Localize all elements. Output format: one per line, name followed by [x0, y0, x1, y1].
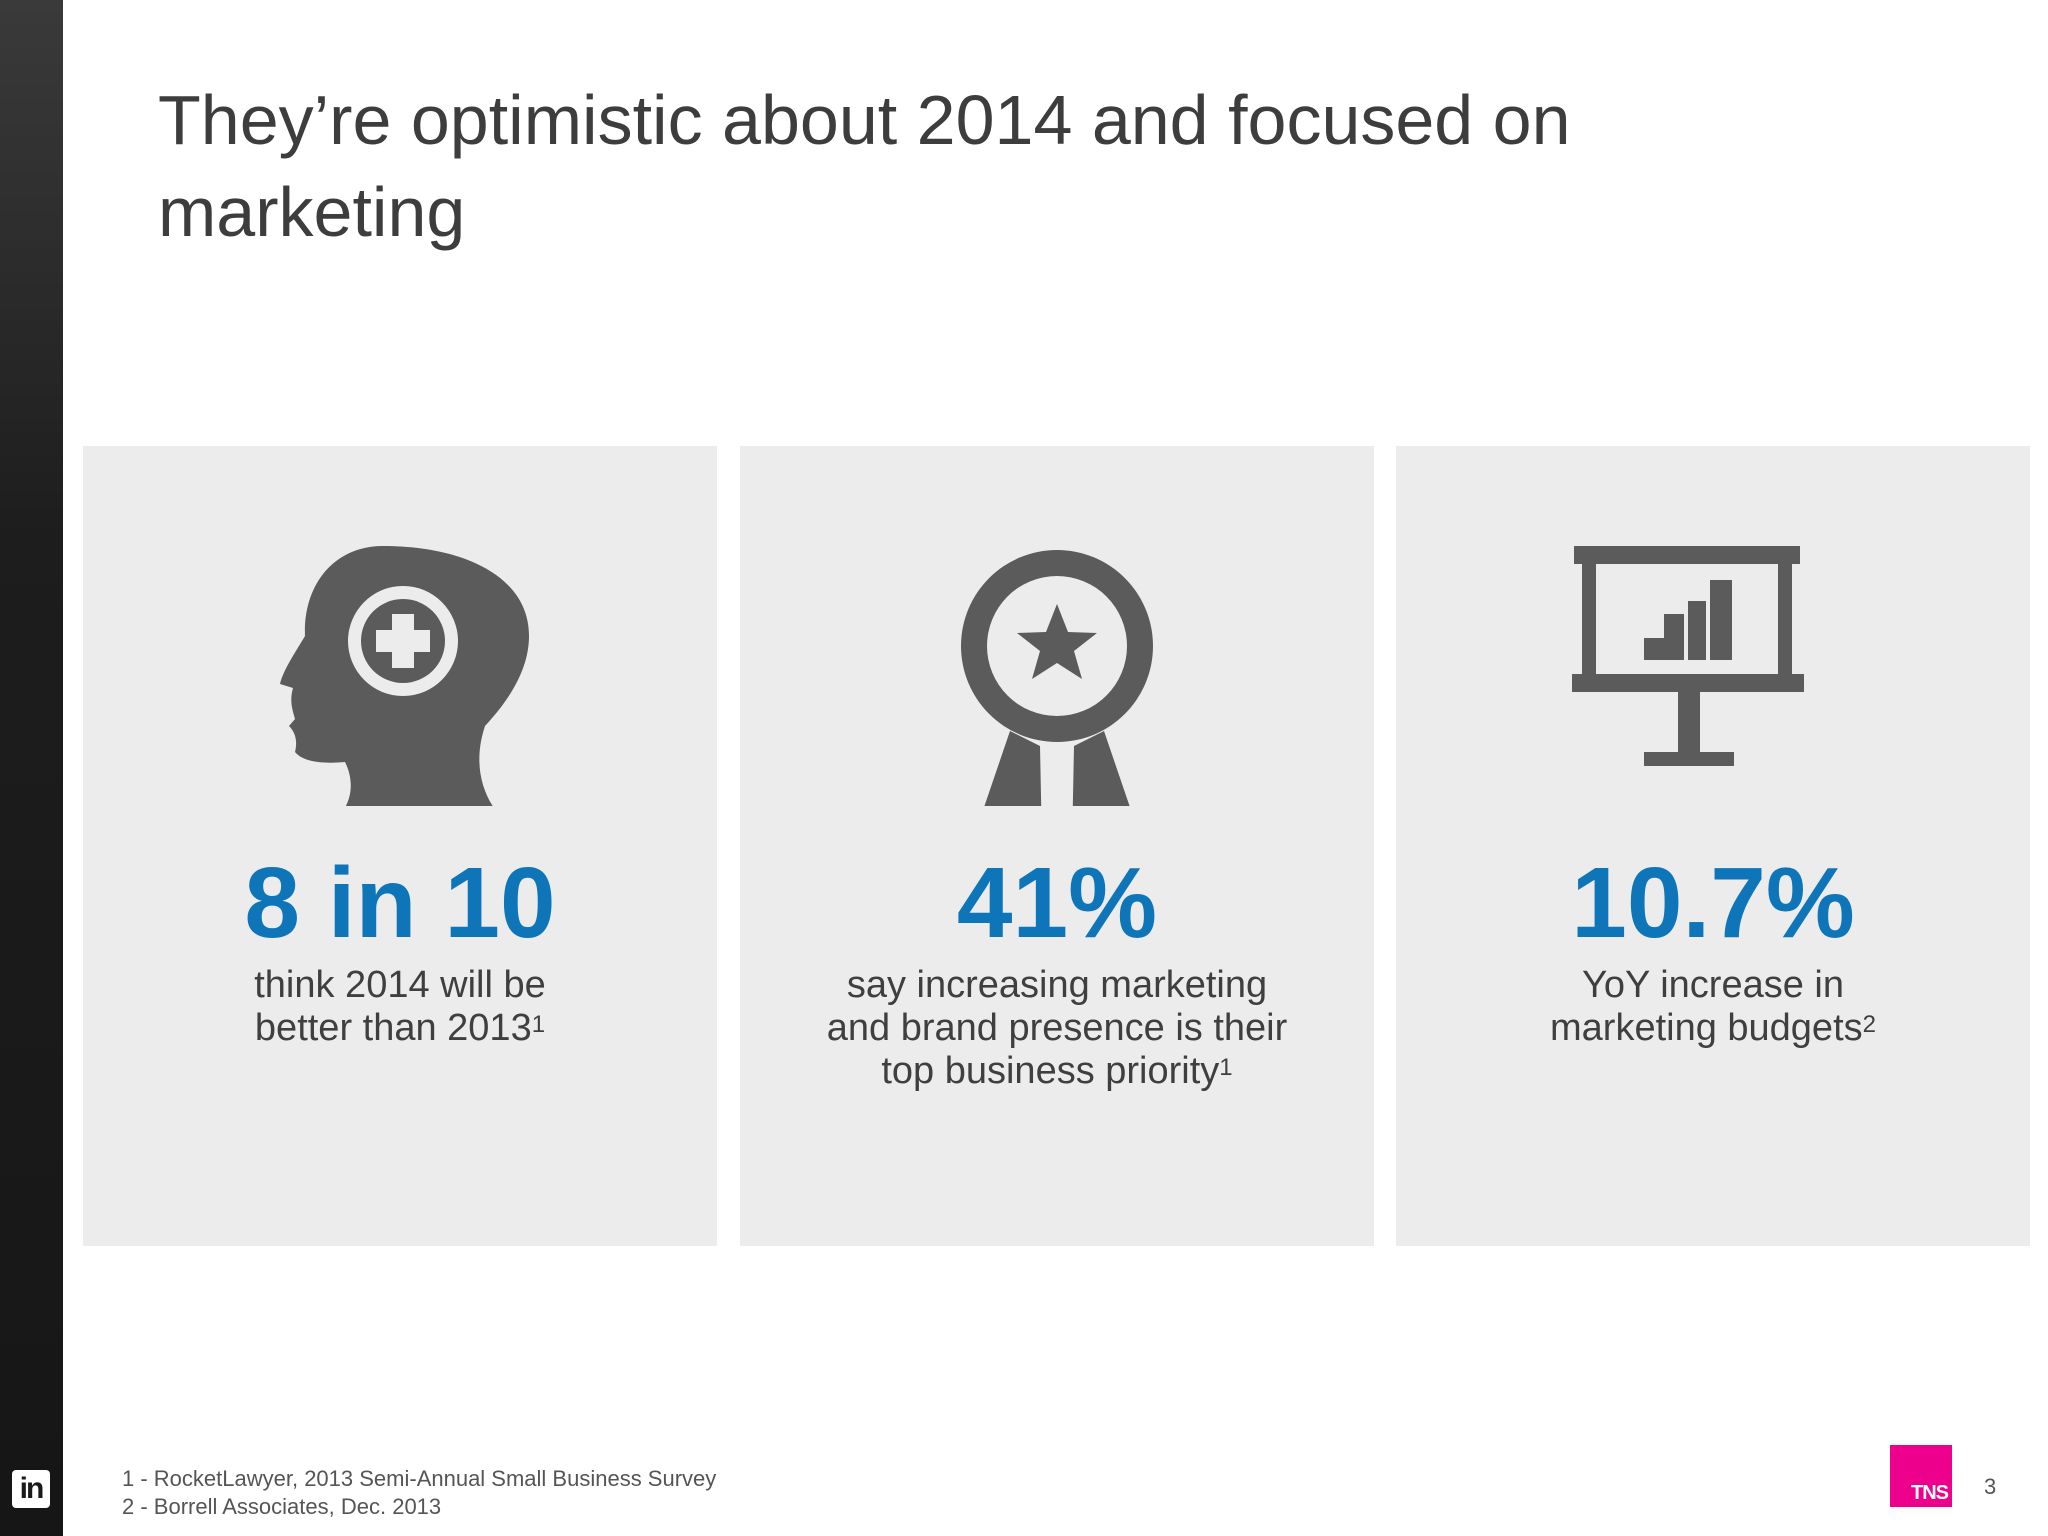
footnote-2: 2 - Borrell Associates, Dec. 2013 [122, 1494, 442, 1519]
presentation-chart-icon [1572, 546, 1804, 766]
left-sidebar-bar [0, 0, 63, 1536]
footnotes: 1 - RocketLawyer, 2013 Semi-Annual Small… [122, 1465, 716, 1521]
stat-panel-optimism: 8 in 10 think 2014 will be better than 2… [83, 446, 717, 1246]
stat-value: 10.7% [1571, 847, 1855, 959]
stat-panel-budget-increase: 10.7% YoY increase in marketing budgets2 [1396, 446, 2030, 1246]
stat-value: 8 in 10 [244, 847, 556, 959]
tns-logo: TNS [1890, 1445, 1952, 1507]
stat-panel-marketing-priority: 41% say increasing marketing and brand p… [740, 446, 1374, 1246]
stat-description: YoY increase in marketing budgets2 [1550, 964, 1876, 1049]
stat-description: say increasing marketing and brand prese… [826, 964, 1288, 1092]
slide-title: They’re optimistic about 2014 and focuse… [158, 81, 1571, 251]
stat-value: 41% [956, 847, 1158, 959]
footnote-ref: 1 [531, 1011, 546, 1038]
head-plus-icon [280, 546, 529, 806]
footnote-ref: 1 [1219, 1054, 1233, 1081]
page-number: 3 [1984, 1474, 1997, 1499]
stat-description: think 2014 will be better than 20131 [254, 964, 546, 1049]
footnote-ref: 2 [1862, 1011, 1876, 1038]
tns-logo-text: TNS [1911, 1482, 1949, 1504]
footnote-1: 1 - RocketLawyer, 2013 Semi-Annual Small… [122, 1466, 717, 1491]
linkedin-logo-icon: in [12, 1470, 50, 1508]
award-ribbon-icon [961, 550, 1153, 806]
